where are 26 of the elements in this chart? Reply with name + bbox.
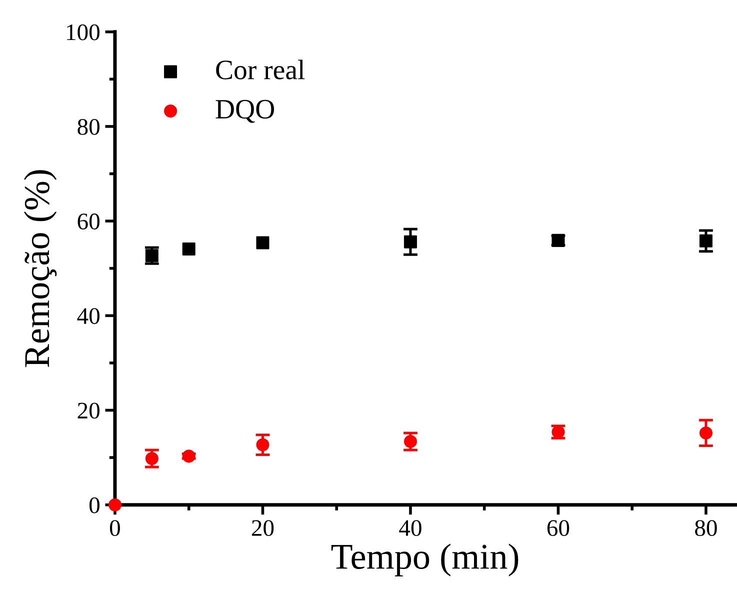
point (404, 434, 417, 448)
x-axis-title: Tempo (min) (331, 544, 518, 576)
x-tick-label: 80 (695, 520, 717, 536)
y-tick-label: 100 (67, 24, 100, 40)
x-tick-label: 60 (547, 520, 570, 536)
point (404, 235, 417, 248)
point (108, 498, 122, 512)
point (699, 426, 712, 440)
point (182, 242, 196, 256)
legend-label: DQO (216, 100, 274, 123)
point (145, 249, 158, 262)
y-tick-label: 0 (89, 497, 100, 514)
x-tick-label: 20 (252, 520, 274, 536)
y-tick-label: 60 (78, 214, 100, 230)
y-tick-label: 40 (77, 308, 100, 324)
y-tick-label: 80 (78, 118, 100, 135)
y-tick-label: 20 (78, 402, 100, 419)
x-tick-label: 0 (110, 520, 120, 536)
point (145, 452, 158, 465)
point (182, 450, 196, 463)
point (699, 234, 712, 248)
y-axis-title: Remoção (%) (24, 170, 57, 368)
point (256, 236, 270, 250)
point (256, 438, 270, 452)
legend-label: Cor real (216, 60, 305, 80)
x-tick-label: 40 (399, 520, 422, 536)
